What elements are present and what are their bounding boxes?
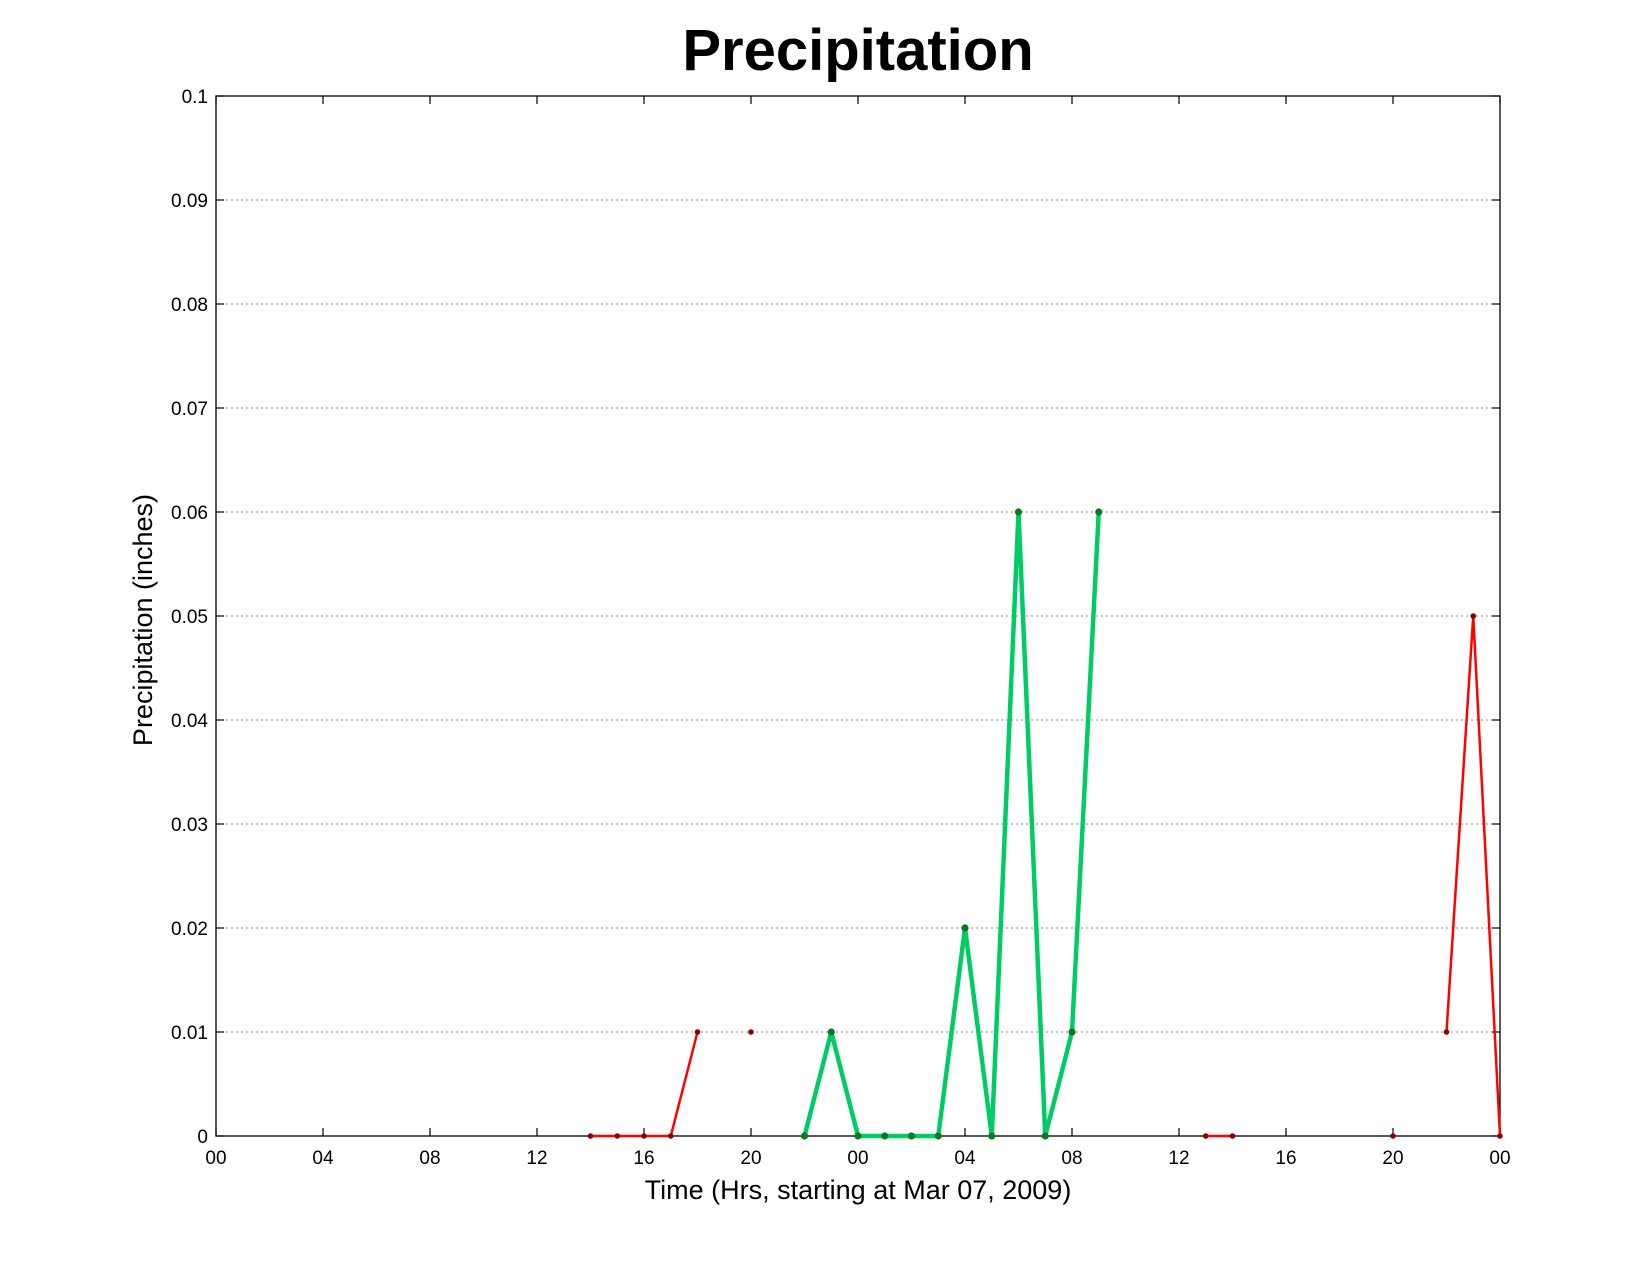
y-axis-label: Precipitation (inches) bbox=[128, 494, 158, 746]
series-1-data-point bbox=[1041, 1132, 1049, 1140]
series-0-data-point bbox=[1390, 1133, 1396, 1139]
series-1-data-point bbox=[881, 1132, 889, 1140]
y-tick-label: 0.03 bbox=[171, 815, 208, 836]
axis-ticks bbox=[215, 95, 1501, 1137]
x-tick-label: 04 bbox=[954, 1148, 976, 1169]
data-series bbox=[587, 508, 1503, 1140]
x-tick-label: 08 bbox=[1061, 1148, 1082, 1169]
series-1-data-point bbox=[800, 1132, 809, 1140]
series-0-data-point bbox=[1497, 1133, 1503, 1139]
y-tick-label: 0.06 bbox=[171, 503, 208, 524]
y-tick-label: 0.02 bbox=[171, 919, 208, 940]
series-1-data-point bbox=[827, 1028, 835, 1036]
series-1-data-point bbox=[1068, 1028, 1076, 1036]
series-0-data-point bbox=[587, 1133, 594, 1139]
series-0-data-point bbox=[1229, 1133, 1236, 1139]
y-tick-label: 0.07 bbox=[171, 399, 208, 420]
y-tick-label: 0.01 bbox=[171, 1023, 208, 1044]
series-0-data-point bbox=[667, 1133, 674, 1139]
y-tick-label: 0.04 bbox=[171, 711, 208, 732]
x-tick-labels: 00 04 08 12 16 20 00 04 08 12 16 20 00 bbox=[205, 1148, 1510, 1169]
series-0-data-point bbox=[641, 1133, 647, 1139]
y-tick-labels: 0 0.01 0.02 0.03 0.04 0.05 0.06 0.07 0.08 0.09 0.1 bbox=[171, 87, 208, 1148]
series-0-data-point bbox=[1470, 613, 1477, 619]
x-tick-label: 12 bbox=[526, 1148, 547, 1169]
series-1-data-point bbox=[961, 924, 969, 932]
series-1-data-point bbox=[854, 1132, 862, 1140]
series-1-data-point bbox=[907, 1132, 916, 1140]
series-1-data-point bbox=[988, 1132, 996, 1140]
x-tick-label: 00 bbox=[847, 1148, 868, 1169]
y-tick-label: 0.08 bbox=[171, 295, 208, 316]
y-tick-label: 0.09 bbox=[171, 191, 208, 212]
series-0-data-point bbox=[1202, 1133, 1209, 1139]
x-tick-label: 20 bbox=[740, 1148, 761, 1169]
x-tick-label: 08 bbox=[419, 1148, 440, 1169]
y-tick-label: 0.05 bbox=[171, 607, 208, 628]
series-1-data-point bbox=[934, 1132, 942, 1140]
series-0-data-point bbox=[748, 1029, 754, 1035]
x-tick-label: 20 bbox=[1382, 1148, 1403, 1169]
x-tick-label: 16 bbox=[1275, 1148, 1296, 1169]
series-0-line-segment-0 bbox=[590, 1031, 699, 1138]
series-1-line-segment-0 bbox=[802, 511, 1101, 1139]
series-0-data-point bbox=[614, 1133, 621, 1139]
series-0-data-point bbox=[1443, 1029, 1450, 1035]
y-tick-label: 0.1 bbox=[182, 87, 208, 108]
x-tick-label: 12 bbox=[1168, 1148, 1189, 1169]
x-tick-label: 00 bbox=[205, 1148, 226, 1169]
grid-lines bbox=[216, 95, 1500, 1137]
x-tick-label: 00 bbox=[1489, 1148, 1510, 1169]
x-tick-label: 04 bbox=[312, 1148, 334, 1169]
series-0-line-segment-4 bbox=[1445, 615, 1502, 1137]
x-tick-label: 16 bbox=[633, 1148, 654, 1169]
chart-title: Precipitation bbox=[682, 18, 1033, 83]
y-tick-label: 0 bbox=[197, 1127, 208, 1148]
series-1-data-point bbox=[1095, 508, 1103, 516]
series-0-data-point bbox=[694, 1029, 701, 1035]
x-axis-label: Time (Hrs, starting at Mar 07, 2009) bbox=[645, 1175, 1072, 1205]
series-1-data-point bbox=[1014, 508, 1023, 516]
